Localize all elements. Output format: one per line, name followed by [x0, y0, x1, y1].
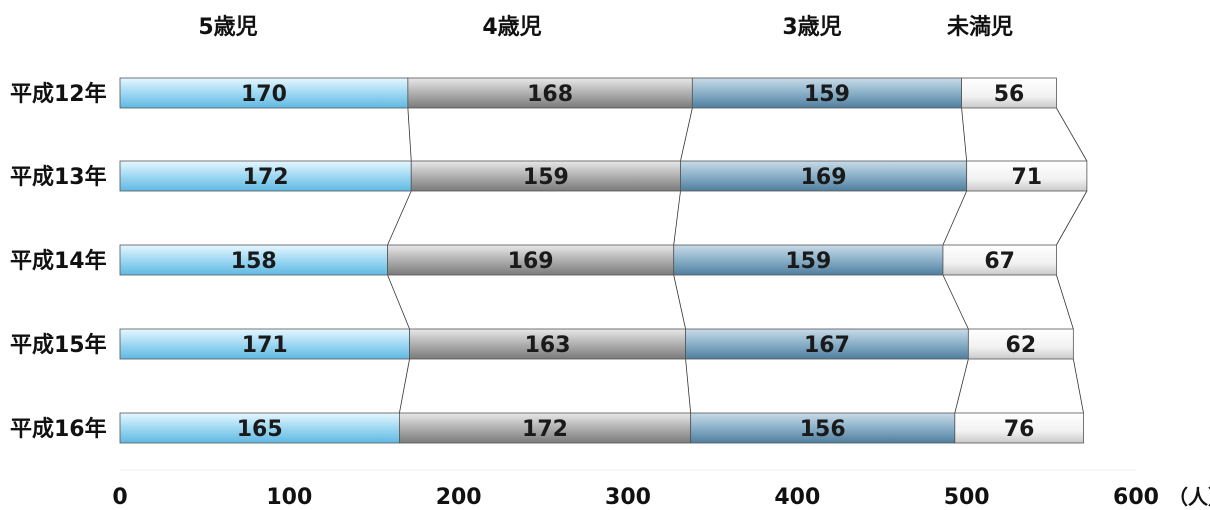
data-label: 172 — [522, 417, 568, 442]
legend-label: 5歳児 — [198, 15, 257, 40]
data-label: 169 — [801, 165, 847, 190]
bar-segment — [673, 244, 944, 276]
bar-segment — [954, 412, 1084, 444]
connector-line — [407, 107, 412, 162]
legend-label: 未満児 — [947, 14, 1013, 40]
data-label: 159 — [523, 165, 569, 190]
data-label: 76 — [1004, 417, 1035, 442]
connector-line — [942, 190, 968, 246]
connector-line — [942, 274, 969, 330]
bar-segment — [387, 244, 675, 276]
bar-segment — [409, 328, 686, 360]
x-tick-label: 0 — [112, 485, 127, 510]
connector-line — [673, 274, 686, 330]
bar-segment — [410, 160, 681, 192]
connector-line — [673, 190, 681, 246]
bar-segment — [119, 328, 410, 360]
connector-line — [680, 107, 693, 162]
bar-segment — [967, 328, 1074, 360]
category-label: 平成16年 — [10, 416, 107, 442]
unit-label: （人） — [1168, 485, 1210, 509]
data-label: 167 — [804, 333, 850, 358]
connector-line — [685, 358, 692, 414]
x-tick-label: 400 — [774, 485, 820, 510]
connector-line — [399, 358, 410, 414]
data-label: 62 — [1006, 333, 1037, 358]
data-label: 71 — [1011, 165, 1042, 190]
category-label: 平成13年 — [10, 164, 107, 190]
data-label: 156 — [800, 417, 846, 442]
x-tick-label: 100 — [266, 485, 312, 510]
x-tick-label: 600 — [1113, 485, 1159, 510]
legend: 5歳児 4歳児 3歳児 未満児 — [198, 14, 1013, 40]
bar-segment — [407, 77, 693, 109]
bar-segment — [691, 77, 962, 109]
bar-segment — [685, 328, 969, 360]
legend-label: 4歳児 — [482, 15, 541, 40]
data-label: 163 — [525, 333, 571, 358]
data-label: 56 — [994, 82, 1025, 107]
data-label: 67 — [984, 249, 1015, 274]
bar-segment — [690, 412, 956, 444]
bar-segment — [680, 160, 968, 192]
bar-segment — [119, 160, 412, 192]
x-tick-label: 500 — [944, 485, 990, 510]
category-label: 平成14年 — [10, 248, 107, 274]
bar-segment — [119, 77, 409, 109]
x-tick-label: 200 — [436, 485, 482, 510]
bar-segment — [966, 160, 1088, 192]
data-label: 171 — [242, 333, 288, 358]
connector-lines — [387, 107, 1088, 414]
x-tick-label: 300 — [605, 485, 651, 510]
data-label: 169 — [508, 249, 554, 274]
bar-segment — [961, 77, 1057, 109]
category-label: 平成12年 — [10, 81, 107, 107]
data-label: 158 — [231, 249, 277, 274]
bar-segment — [942, 244, 1057, 276]
connector-line — [387, 190, 412, 246]
data-label: 172 — [243, 165, 289, 190]
connector-line — [1056, 274, 1074, 330]
bars-group: 170 168 159 56 172 159 169 71 158 169 159 67 171 163 1… — [119, 77, 1088, 444]
legend-label: 3歳児 — [782, 15, 841, 40]
data-label: 170 — [241, 82, 287, 107]
bar-segment — [119, 412, 400, 444]
connector-line — [1056, 107, 1088, 162]
category-label: 平成15年 — [10, 332, 107, 358]
bar-segment — [398, 412, 692, 444]
data-label: 159 — [785, 249, 831, 274]
data-label: 165 — [237, 417, 283, 442]
connector-line — [1072, 358, 1084, 414]
x-tick-labels: 0 100 200 300 400 500 600 — [112, 485, 1159, 510]
connector-line — [961, 107, 968, 162]
connector-line — [1056, 190, 1088, 246]
connector-line — [954, 358, 969, 414]
data-label: 168 — [527, 82, 573, 107]
data-label: 159 — [804, 82, 850, 107]
connector-line — [387, 274, 410, 330]
bar-segment — [119, 244, 388, 276]
